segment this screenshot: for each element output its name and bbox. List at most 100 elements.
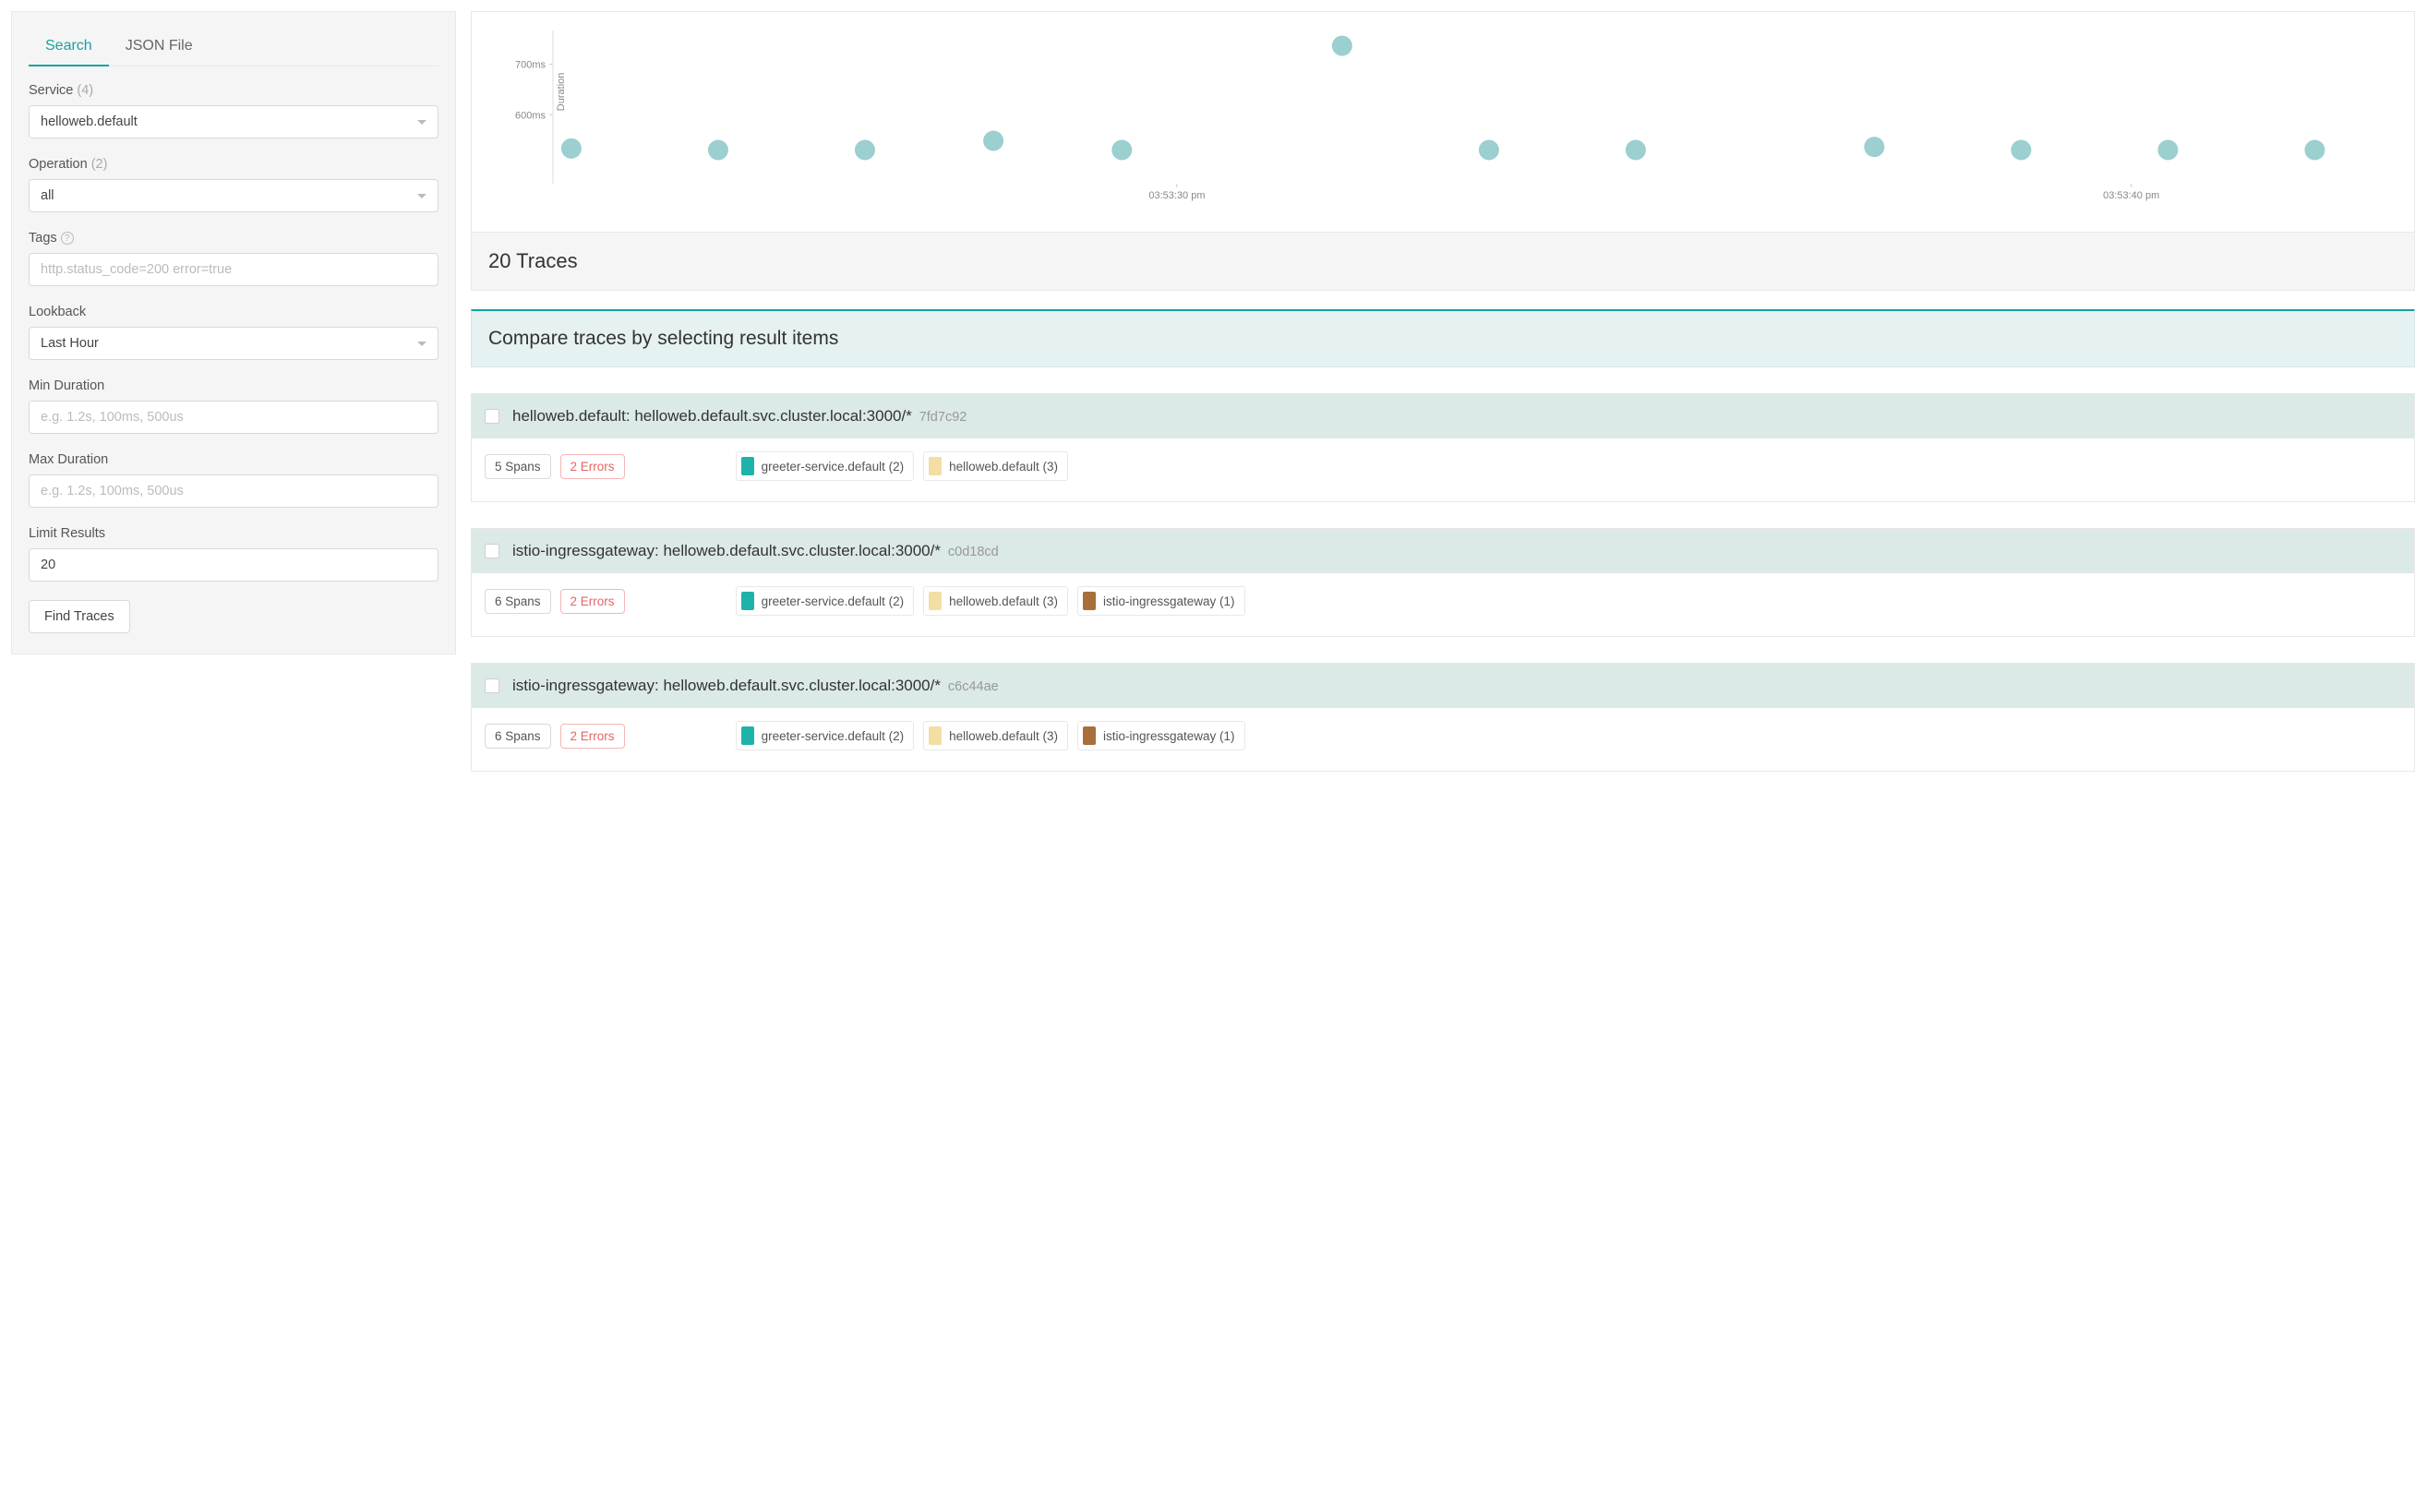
operation-select[interactable]: all	[29, 179, 438, 212]
tab-search[interactable]: Search	[29, 29, 109, 66]
search-sidebar: Search JSON File Service (4) helloweb.de…	[11, 11, 456, 654]
field-service: Service (4) helloweb.default	[29, 83, 438, 138]
spans-pill: 6 Spans	[485, 589, 551, 614]
tags-label: Tags ?	[29, 231, 438, 246]
trace-body: 6 Spans 2 Errors greeter-service.default (…	[472, 573, 2414, 636]
service-swatch	[929, 457, 942, 475]
service-pill: helloweb.default (3)	[923, 586, 1068, 616]
spans-pill: 6 Spans	[485, 724, 551, 749]
trace-checkbox[interactable]	[485, 678, 499, 693]
service-pill: istio-ingressgateway (1)	[1077, 721, 1245, 750]
service-select[interactable]: helloweb.default	[29, 105, 438, 138]
service-count: (4)	[77, 83, 93, 98]
service-pill: helloweb.default (3)	[923, 721, 1068, 750]
service-pill: helloweb.default (3)	[923, 451, 1068, 481]
chevron-down-icon	[417, 342, 426, 346]
service-label: helloweb.default (3)	[949, 460, 1058, 474]
max-duration-label: Max Duration	[29, 452, 438, 467]
service-label: helloweb.default (3)	[949, 729, 1058, 743]
lookback-label: Lookback	[29, 305, 438, 319]
trace-title[interactable]: helloweb.default: helloweb.default.svc.c…	[512, 407, 912, 425]
trace-card: helloweb.default: helloweb.default.svc.c…	[471, 393, 2415, 502]
field-min-duration: Min Duration	[29, 378, 438, 434]
svg-text:Duration: Duration	[556, 73, 567, 112]
service-label: helloweb.default (3)	[949, 594, 1058, 608]
results-main: 700ms600msDuration03:53:30 pm03:53:40 pm…	[471, 11, 2415, 772]
results-count: 20 Traces	[488, 249, 2397, 273]
errors-pill: 2 Errors	[560, 724, 625, 749]
errors-pill: 2 Errors	[560, 589, 625, 614]
scatter-chart: 700ms600msDuration03:53:30 pm03:53:40 pm	[471, 11, 2415, 233]
tags-input[interactable]	[29, 253, 438, 286]
trace-title[interactable]: istio-ingressgateway: helloweb.default.s…	[512, 677, 941, 694]
trace-body: 5 Spans 2 Errors greeter-service.default (…	[472, 438, 2414, 501]
service-swatch	[741, 726, 754, 745]
max-duration-input[interactable]	[29, 474, 438, 508]
trace-title[interactable]: istio-ingressgateway: helloweb.default.s…	[512, 542, 941, 559]
compare-banner: Compare traces by selecting result items	[471, 309, 2415, 367]
service-label: greeter-service.default (2)	[762, 460, 905, 474]
field-limit: Limit Results	[29, 526, 438, 582]
min-duration-label: Min Duration	[29, 378, 438, 393]
svg-text:700ms: 700ms	[515, 60, 546, 71]
trace-card: istio-ingressgateway: helloweb.default.s…	[471, 528, 2415, 637]
limit-label-text: Limit Results	[29, 526, 105, 541]
operation-count: (2)	[91, 157, 108, 172]
min-duration-label-text: Min Duration	[29, 378, 104, 393]
operation-label-text: Operation	[29, 157, 88, 172]
service-swatch	[741, 457, 754, 475]
trace-card: istio-ingressgateway: helloweb.default.s…	[471, 663, 2415, 772]
help-icon[interactable]: ?	[61, 232, 74, 245]
lookback-value: Last Hour	[41, 336, 99, 351]
app-root: Search JSON File Service (4) helloweb.de…	[0, 0, 2426, 783]
field-max-duration: Max Duration	[29, 452, 438, 508]
operation-label: Operation (2)	[29, 157, 438, 172]
trace-id: c6c44ae	[948, 679, 999, 694]
service-label-text: Service	[29, 83, 73, 98]
service-label: istio-ingressgateway (1)	[1103, 729, 1235, 743]
operation-value: all	[41, 188, 54, 203]
service-pill: greeter-service.default (2)	[736, 451, 915, 481]
service-label: Service (4)	[29, 83, 438, 98]
trace-checkbox[interactable]	[485, 409, 499, 424]
trace-title-wrap[interactable]: istio-ingressgateway: helloweb.default.s…	[512, 542, 999, 560]
svg-text:600ms: 600ms	[515, 110, 546, 121]
service-swatch	[1083, 592, 1096, 610]
trace-header[interactable]: istio-ingressgateway: helloweb.default.s…	[472, 664, 2414, 708]
field-tags: Tags ?	[29, 231, 438, 286]
trace-body: 6 Spans 2 Errors greeter-service.default (…	[472, 708, 2414, 771]
compare-banner-text: Compare traces by selecting result items	[488, 328, 2397, 350]
service-pill: greeter-service.default (2)	[736, 586, 915, 616]
trace-header[interactable]: helloweb.default: helloweb.default.svc.c…	[472, 394, 2414, 438]
limit-input[interactable]	[29, 548, 438, 582]
tab-json-file[interactable]: JSON File	[109, 29, 210, 66]
errors-pill: 2 Errors	[560, 454, 625, 479]
lookback-select[interactable]: Last Hour	[29, 327, 438, 360]
max-duration-label-text: Max Duration	[29, 452, 108, 467]
spans-pill: 5 Spans	[485, 454, 551, 479]
chevron-down-icon	[417, 194, 426, 198]
trace-list: helloweb.default: helloweb.default.svc.c…	[471, 393, 2415, 772]
service-swatch	[929, 592, 942, 610]
trace-checkbox[interactable]	[485, 544, 499, 558]
trace-title-wrap[interactable]: istio-ingressgateway: helloweb.default.s…	[512, 677, 999, 695]
limit-label: Limit Results	[29, 526, 438, 541]
service-label: istio-ingressgateway (1)	[1103, 594, 1235, 608]
tags-label-text: Tags	[29, 231, 57, 246]
service-swatch	[741, 592, 754, 610]
chevron-down-icon	[417, 120, 426, 125]
sidebar-tabs: Search JSON File	[29, 29, 438, 66]
min-duration-input[interactable]	[29, 401, 438, 434]
field-lookback: Lookback Last Hour	[29, 305, 438, 360]
trace-id: 7fd7c92	[919, 410, 967, 425]
service-pill: istio-ingressgateway (1)	[1077, 586, 1245, 616]
trace-header[interactable]: istio-ingressgateway: helloweb.default.s…	[472, 529, 2414, 573]
service-label: greeter-service.default (2)	[762, 594, 905, 608]
svg-text:03:53:40 pm: 03:53:40 pm	[2103, 190, 2159, 201]
service-swatch	[1083, 726, 1096, 745]
trace-title-wrap[interactable]: helloweb.default: helloweb.default.svc.c…	[512, 407, 967, 426]
field-operation: Operation (2) all	[29, 157, 438, 212]
service-pill: greeter-service.default (2)	[736, 721, 915, 750]
results-subheader: 20 Traces	[471, 233, 2415, 291]
find-traces-button[interactable]: Find Traces	[29, 600, 130, 633]
